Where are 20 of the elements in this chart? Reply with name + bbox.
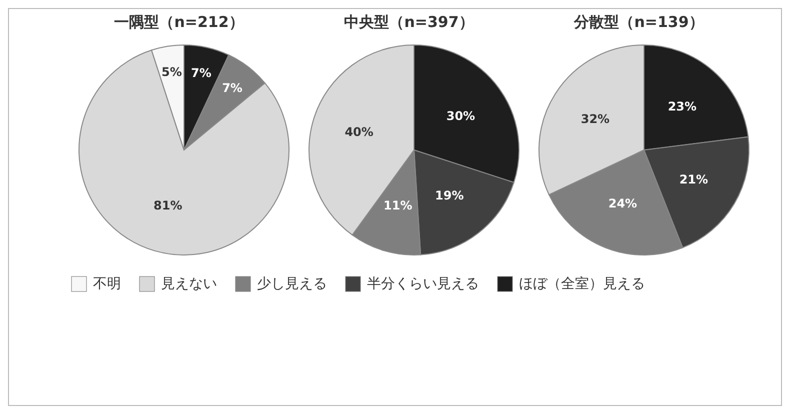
data-label: 5% bbox=[161, 65, 182, 80]
data-label: 32% bbox=[580, 112, 610, 126]
chart-title: 一隅型（n=212） bbox=[114, 13, 244, 33]
data-label: 40% bbox=[344, 125, 374, 140]
legend-label: 見えない bbox=[161, 275, 217, 293]
data-label: 24% bbox=[608, 196, 638, 211]
data-label: 30% bbox=[446, 109, 476, 124]
data-label: 81% bbox=[154, 198, 182, 212]
chart-title: 分散型（n=139） bbox=[574, 13, 704, 33]
legend-label: 少し見える bbox=[257, 275, 327, 293]
legend-label: 半分くらい見える bbox=[367, 275, 479, 293]
legend-label: 不明 bbox=[93, 275, 121, 293]
legend-label: ほぼ（全室）見える bbox=[519, 275, 645, 293]
data-label: 19% bbox=[435, 188, 464, 203]
data-label: 7% bbox=[222, 80, 242, 95]
data-label: 23% bbox=[668, 100, 697, 114]
data-label: 7% bbox=[190, 66, 212, 80]
chart-title: 中央型（n=397） bbox=[344, 13, 474, 33]
data-label: 21% bbox=[679, 172, 708, 186]
data-label: 11% bbox=[384, 198, 412, 212]
